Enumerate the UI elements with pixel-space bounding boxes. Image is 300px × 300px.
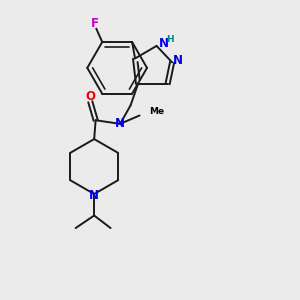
Text: H: H	[166, 35, 174, 44]
Text: O: O	[85, 90, 95, 103]
Text: N: N	[115, 117, 124, 130]
Text: Me: Me	[149, 107, 164, 116]
Text: N: N	[172, 54, 182, 67]
Text: F: F	[91, 17, 99, 30]
Text: N: N	[89, 189, 99, 202]
Text: N: N	[158, 37, 168, 50]
